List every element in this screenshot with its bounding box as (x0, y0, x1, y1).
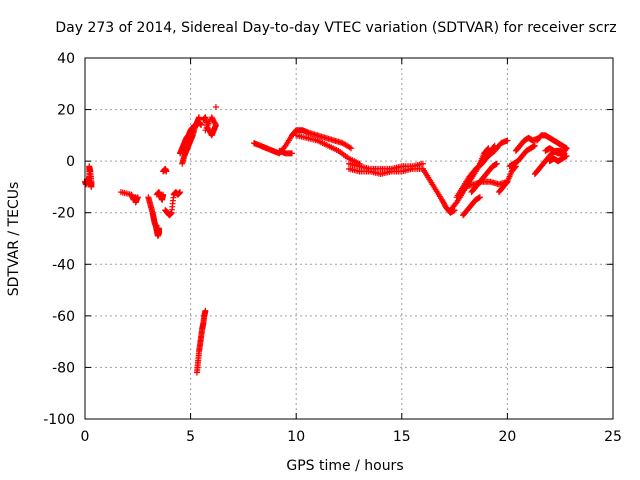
data-point (212, 103, 219, 110)
series-band-12-16h (346, 160, 426, 172)
series-spike-5.5h (193, 307, 209, 376)
data-point (196, 114, 203, 121)
y-tick-label: -60 (52, 309, 75, 325)
series-arc-22-23h-low2 (546, 152, 570, 165)
series-low-19h (476, 145, 492, 167)
series-cluster-3.5h (153, 189, 167, 203)
y-tick-label: -40 (52, 257, 75, 273)
y-tick-label: -20 (52, 206, 75, 222)
axis-ticks: 0 5 10 15 20 25 -100 -80 -60 -40 -20 0 20 40 (43, 51, 622, 445)
data-point (562, 146, 569, 153)
series-cluster-3h-dip (145, 194, 162, 239)
data-point (198, 122, 205, 129)
series-rise-17-19.5h-b (453, 137, 511, 201)
data-point (348, 145, 355, 152)
series-rise-19.5-20.5h (495, 163, 519, 196)
data-point (504, 137, 511, 144)
data-point (563, 152, 570, 159)
series-low-18-19h (460, 194, 483, 219)
series-ramp-5h-b (177, 119, 205, 157)
x-tick-label: 0 (81, 429, 90, 445)
data-point (531, 142, 538, 149)
data-point (476, 194, 483, 201)
x-tick-label: 15 (393, 429, 411, 445)
data-point (485, 145, 492, 152)
x-tick-label: 5 (186, 429, 195, 445)
data-point (163, 168, 170, 175)
series-cluster-3.8h (160, 165, 170, 175)
series-rise-18-20h-d (462, 178, 511, 190)
data-point (484, 146, 491, 153)
y-tick-label: -100 (43, 412, 75, 428)
series-arc-21-23h (533, 132, 570, 152)
x-tick-label: 20 (498, 429, 516, 445)
y-tick-label: 20 (57, 103, 75, 119)
data-point (563, 145, 570, 152)
data-point (155, 225, 162, 232)
data-point (419, 160, 426, 167)
x-tick-label: 25 (604, 429, 622, 445)
data-point (134, 194, 141, 201)
y-axis-label: SDTVAR / TECUs (6, 182, 22, 297)
series-cluster-6h-top (212, 103, 219, 110)
data-point (160, 191, 167, 198)
series-arc-9-10h-low (276, 147, 295, 157)
x-axis-label: GPS time / hours (286, 458, 403, 474)
series-arc-20-21h (506, 142, 538, 170)
data-point (452, 200, 459, 207)
grid-lines (85, 58, 613, 419)
series-cluster-4h (162, 189, 184, 219)
data-point (202, 307, 209, 314)
y-tick-label: -80 (52, 360, 75, 376)
y-tick-label: 40 (57, 51, 75, 67)
x-tick-label: 10 (287, 429, 305, 445)
data-point (202, 127, 209, 134)
data-point (88, 183, 95, 190)
chart-title: Day 273 of 2014, Sidereal Day-to-day VTE… (55, 20, 616, 36)
series-cluster-0h (82, 163, 95, 190)
series-arc-22-23h-mid (542, 145, 570, 157)
plot-frame (84, 57, 614, 420)
data-points (82, 103, 570, 376)
data-point (288, 150, 295, 157)
data-point (177, 189, 184, 196)
data-point (281, 143, 288, 150)
data-point (493, 160, 500, 167)
series-cluster-5.5h (200, 114, 219, 139)
y-tick-label: 0 (66, 154, 75, 170)
series-cluster-2h (117, 189, 141, 206)
